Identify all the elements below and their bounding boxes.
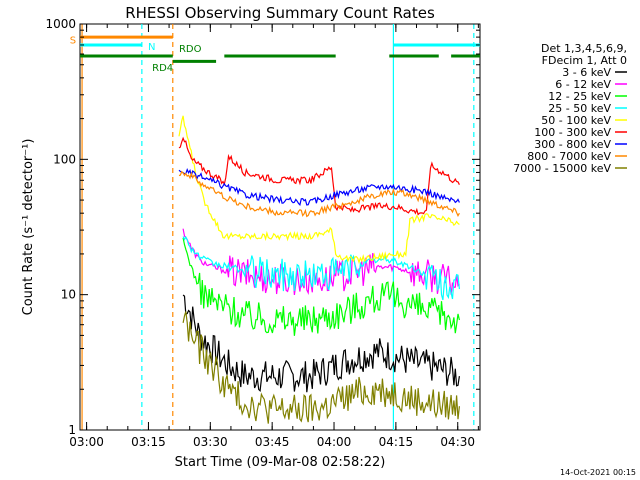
series-line bbox=[178, 167, 460, 206]
x-tick-label: 03:15 bbox=[131, 435, 166, 449]
x-tick-label: 03:45 bbox=[255, 435, 290, 449]
chart-title: RHESSI Observing Summary Count Rates bbox=[125, 4, 435, 22]
legend-item-label: 100 - 300 keV bbox=[534, 126, 611, 139]
bar-annotation: RDO bbox=[179, 44, 202, 55]
annotations: S N RD4 RDO bbox=[70, 35, 202, 74]
x-axis: 03:00 03:15 03:30 03:45 04:00 04:15 04:30 bbox=[69, 24, 479, 449]
bar-annotation: RD4 bbox=[152, 63, 173, 74]
series-line bbox=[178, 170, 460, 218]
series-line bbox=[182, 235, 460, 301]
y-tick-label: 1 bbox=[68, 423, 76, 437]
legend-item-label: 25 - 50 keV bbox=[548, 102, 611, 115]
legend-item-label: 50 - 100 keV bbox=[541, 114, 611, 127]
legend-item-label: 7000 - 15000 keV bbox=[513, 162, 611, 175]
status-bars bbox=[80, 35, 480, 63]
series-line bbox=[178, 136, 460, 216]
y-tick-label: 10 bbox=[61, 288, 76, 302]
x-axis-label: Start Time (09-Mar-08 02:58:22) bbox=[175, 455, 386, 470]
y-axis-label: Count Rate (s⁻¹ detector⁻¹) bbox=[21, 139, 36, 316]
series-line bbox=[182, 237, 460, 336]
legend: Det 1,3,4,5,6,9,FDecim 1, Att 03 - 6 keV… bbox=[513, 42, 627, 175]
data-series bbox=[178, 115, 460, 424]
legend-item-label: 3 - 6 keV bbox=[562, 66, 611, 79]
y-tick-label: 100 bbox=[53, 152, 76, 166]
series-line bbox=[178, 115, 460, 265]
legend-header: FDecim 1, Att 0 bbox=[542, 54, 627, 67]
vertical-markers bbox=[81, 24, 475, 430]
y-tick-label: 1000 bbox=[45, 17, 76, 31]
x-tick-label: 04:15 bbox=[379, 435, 414, 449]
x-tick-label: 04:00 bbox=[317, 435, 352, 449]
x-tick-label: 04:30 bbox=[440, 435, 475, 449]
y-axis: 1 10 100 1000 bbox=[45, 17, 480, 437]
footer-date: 14-Oct-2021 00:15 bbox=[560, 468, 636, 477]
legend-item-label: 300 - 800 keV bbox=[534, 138, 611, 151]
legend-header: Det 1,3,4,5,6,9, bbox=[541, 42, 627, 55]
series-line bbox=[182, 294, 460, 393]
legend-item-label: 12 - 25 keV bbox=[548, 90, 611, 103]
bar-annotation: N bbox=[148, 42, 155, 53]
series-line bbox=[182, 311, 460, 424]
x-tick-label: 03:00 bbox=[69, 435, 104, 449]
bar-annotation: S bbox=[70, 35, 76, 46]
legend-item-label: 800 - 7000 keV bbox=[527, 150, 611, 163]
legend-item-label: 6 - 12 keV bbox=[555, 78, 611, 91]
plot-frame bbox=[79, 23, 481, 431]
x-tick-label: 03:30 bbox=[193, 435, 228, 449]
